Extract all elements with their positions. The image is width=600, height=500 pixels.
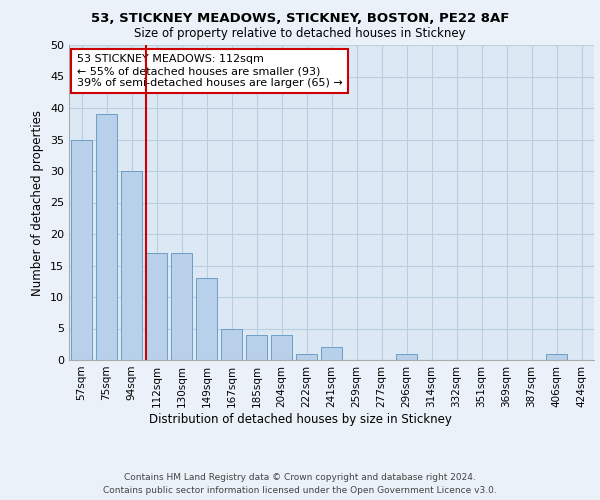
Bar (546, 354, 567, 360)
Bar (296, 354, 317, 360)
Bar (71, 140, 92, 360)
Y-axis label: Number of detached properties: Number of detached properties (31, 110, 44, 296)
Bar (171, 253, 192, 360)
Bar (246, 335, 267, 360)
Bar (196, 278, 217, 360)
Bar (96, 114, 117, 360)
Bar (121, 171, 142, 360)
Text: 53 STICKNEY MEADOWS: 112sqm
← 55% of detached houses are smaller (93)
39% of sem: 53 STICKNEY MEADOWS: 112sqm ← 55% of det… (77, 54, 343, 88)
Text: Distribution of detached houses by size in Stickney: Distribution of detached houses by size … (149, 412, 451, 426)
Text: Size of property relative to detached houses in Stickney: Size of property relative to detached ho… (134, 28, 466, 40)
Bar (271, 335, 292, 360)
Bar (396, 354, 417, 360)
Bar (146, 253, 167, 360)
Text: Contains public sector information licensed under the Open Government Licence v3: Contains public sector information licen… (103, 486, 497, 495)
Bar (221, 328, 242, 360)
Bar (321, 348, 342, 360)
Text: 53, STICKNEY MEADOWS, STICKNEY, BOSTON, PE22 8AF: 53, STICKNEY MEADOWS, STICKNEY, BOSTON, … (91, 12, 509, 26)
Text: Contains HM Land Registry data © Crown copyright and database right 2024.: Contains HM Land Registry data © Crown c… (124, 472, 476, 482)
